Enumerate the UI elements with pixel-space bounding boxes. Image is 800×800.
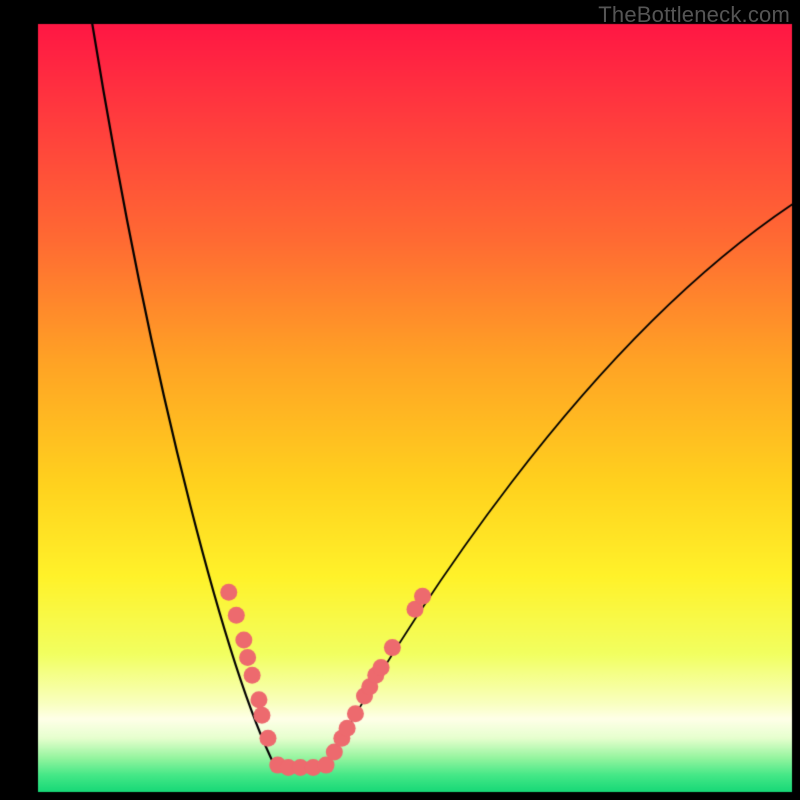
watermark-text: TheBottleneck.com xyxy=(598,2,790,28)
bottleneck-chart-canvas xyxy=(0,0,800,800)
chart-container: TheBottleneck.com xyxy=(0,0,800,800)
